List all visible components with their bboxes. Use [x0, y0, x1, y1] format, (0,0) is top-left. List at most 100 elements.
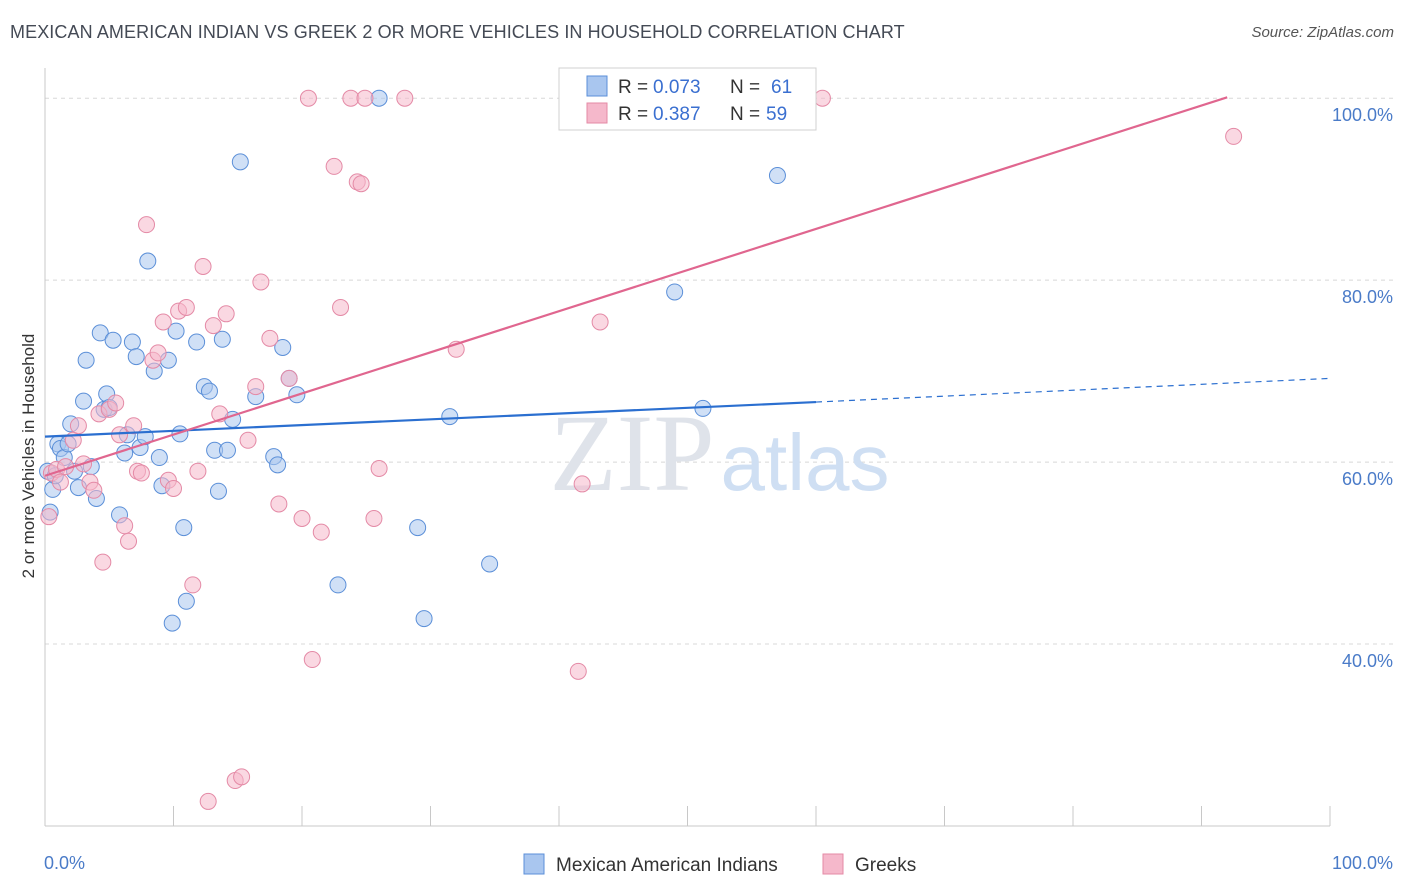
legend-r-label-1: R =	[618, 77, 648, 98]
watermark-atlas: atlas	[721, 418, 890, 507]
blue-point-45	[231, 153, 249, 171]
gridlines	[45, 97, 1395, 645]
pink-point-19	[132, 464, 150, 482]
legend-r-value-1: 0.073	[653, 77, 701, 98]
pink-point-3	[51, 473, 69, 491]
pink-point-49	[352, 175, 370, 193]
y-tick-label-100: 100.0%	[1332, 105, 1393, 125]
y-tick-labels: 40.0% 60.0% 80.0% 100.0%	[1332, 105, 1393, 671]
pink-point-32	[204, 317, 222, 335]
pink-point-14	[111, 426, 129, 444]
trend-line-blue-extension	[815, 377, 1331, 403]
pink-point-56	[591, 313, 609, 331]
blue-point-56	[441, 408, 459, 426]
pink-point-52	[396, 89, 414, 107]
blue-point-53	[370, 89, 388, 107]
legend-stats: R = 0.073 N = 61 R = 0.387 N = 59	[558, 67, 817, 131]
pink-point-25	[165, 479, 182, 497]
blue-point-60	[768, 167, 786, 185]
blue-point-52	[329, 576, 347, 594]
legend-series-label-pink: Greeks	[855, 855, 916, 876]
trend-line-blue	[44, 400, 817, 438]
blue-point-29	[150, 449, 168, 467]
pink-point-31	[199, 792, 217, 810]
pink-point-41	[270, 495, 288, 513]
pink-point-28	[184, 576, 202, 594]
legend-n-label-2: N =	[730, 104, 760, 125]
blue-point-43	[218, 441, 236, 459]
legend-n-label-1: N =	[730, 77, 760, 98]
pink-point-38	[247, 378, 265, 396]
chart-title: MEXICAN AMERICAN INDIAN VS GREEK 2 OR MO…	[10, 22, 905, 42]
pink-point-37	[239, 431, 257, 449]
blue-point-42	[213, 330, 231, 348]
legend-series: Mexican American Indians Greeks	[523, 853, 916, 876]
blue-point-33	[167, 322, 185, 340]
blue-point-11	[75, 392, 93, 410]
axes	[44, 68, 1331, 827]
pink-point-30	[194, 258, 212, 275]
pink-point-54	[569, 662, 587, 680]
x-tick-label-left: 0.0%	[44, 853, 85, 873]
pink-point-57	[813, 89, 831, 107]
blue-point-55	[415, 610, 433, 628]
pink-point-36	[233, 768, 251, 786]
legend-r-label-2: R =	[618, 104, 648, 125]
pink-point-0	[40, 508, 58, 526]
legend-n-value-2: 59	[766, 104, 787, 125]
blue-point-39	[200, 382, 218, 400]
legend-swatch-blue	[586, 75, 608, 97]
trend-lines	[44, 96, 1331, 477]
pink-point-43	[293, 510, 311, 528]
trend-line-pink	[44, 96, 1228, 477]
x-tick-labels: 0.0% 100.0%	[44, 853, 1393, 873]
blue-point-57	[481, 555, 499, 573]
legend-n-value-1: 61	[771, 77, 792, 98]
legend-swatch-pink	[586, 102, 608, 124]
pink-point-44	[303, 651, 321, 669]
y-axis-title: 2 or more Vehicles in Household	[19, 334, 38, 579]
pink-point-40	[261, 329, 279, 347]
legend-r-value-2: 0.387	[653, 104, 701, 125]
legend-series-swatch-pink	[822, 853, 844, 875]
pink-point-6	[69, 417, 87, 435]
blue-point-48	[269, 456, 287, 474]
pink-point-11	[94, 553, 112, 571]
x-tick-label-right: 100.0%	[1332, 853, 1393, 873]
y-tick-label-80: 80.0%	[1342, 287, 1393, 307]
blue-point-49	[274, 338, 292, 356]
legend-series-label-blue: Mexican American Indians	[556, 855, 778, 876]
pink-point-39	[252, 273, 270, 291]
pink-point-55	[573, 475, 591, 493]
pink-point-45	[312, 523, 330, 541]
blue-point-27	[139, 252, 157, 270]
pink-point-16	[120, 532, 138, 550]
pink-point-13	[107, 394, 125, 412]
pink-top-point-2	[356, 89, 374, 107]
watermark: ZIP atlas	[550, 392, 890, 514]
blue-point-54	[409, 519, 427, 537]
blue-point-24	[127, 348, 145, 366]
pink-point-50	[365, 510, 383, 528]
pink-point-46	[325, 157, 343, 175]
blue-point-36	[177, 592, 195, 610]
blue-point-15	[91, 324, 109, 342]
pink-point-34	[217, 305, 235, 323]
pink-point-27	[177, 298, 195, 316]
source-credit: Source: ZipAtlas.com	[1251, 24, 1394, 41]
blue-point-12	[77, 351, 95, 369]
blue-point-19	[104, 331, 122, 349]
pink-point-47	[332, 298, 350, 316]
y-tick-label-40: 40.0%	[1342, 651, 1393, 671]
blue-point-37	[188, 333, 206, 351]
pink-top-point-0	[299, 89, 317, 107]
pink-point-9	[85, 481, 103, 499]
y-tick-label-60: 60.0%	[1342, 469, 1393, 489]
blue-point-23	[123, 333, 141, 351]
pink-point-15	[116, 517, 134, 535]
pink-point-58	[1225, 127, 1243, 145]
legend-series-swatch-blue	[523, 853, 545, 875]
blue-point-58	[666, 283, 684, 301]
pink-top-point-1	[342, 89, 360, 107]
